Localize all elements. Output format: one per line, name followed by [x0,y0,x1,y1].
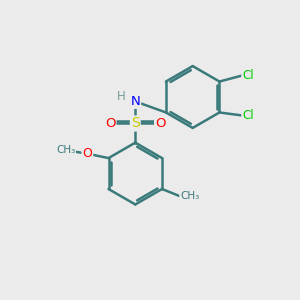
Text: Cl: Cl [242,109,254,122]
Text: H: H [117,91,125,103]
Text: CH₃: CH₃ [180,191,200,201]
Text: O: O [105,117,116,130]
Text: Cl: Cl [242,69,254,82]
Text: S: S [131,116,140,130]
Text: O: O [155,117,166,130]
Text: N: N [130,95,140,108]
Text: O: O [82,147,92,160]
Text: CH₃: CH₃ [56,145,75,155]
